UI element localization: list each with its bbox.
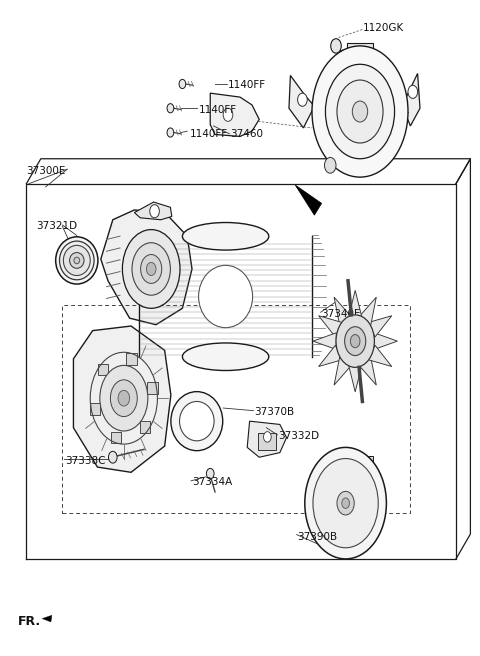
Polygon shape <box>368 316 392 337</box>
Polygon shape <box>359 297 376 325</box>
Polygon shape <box>348 291 362 318</box>
Polygon shape <box>295 185 322 215</box>
Circle shape <box>167 104 174 113</box>
Polygon shape <box>210 93 259 136</box>
Polygon shape <box>134 202 172 220</box>
Circle shape <box>223 108 233 121</box>
Text: 37460: 37460 <box>230 129 264 139</box>
Text: 37340E: 37340E <box>322 308 361 319</box>
Ellipse shape <box>199 265 252 328</box>
Ellipse shape <box>352 520 360 529</box>
Circle shape <box>345 327 366 356</box>
Polygon shape <box>374 333 397 350</box>
Polygon shape <box>319 316 342 337</box>
FancyBboxPatch shape <box>352 49 359 60</box>
Circle shape <box>337 491 354 515</box>
FancyBboxPatch shape <box>140 421 150 433</box>
Text: 37300E: 37300E <box>26 165 66 176</box>
Polygon shape <box>368 345 392 367</box>
Circle shape <box>342 498 349 508</box>
Ellipse shape <box>322 503 330 512</box>
FancyBboxPatch shape <box>147 382 158 394</box>
Text: 37338C: 37338C <box>65 455 105 466</box>
Polygon shape <box>289 75 314 128</box>
Polygon shape <box>348 364 362 392</box>
Circle shape <box>408 85 418 98</box>
Text: 37370B: 37370B <box>254 407 295 417</box>
FancyBboxPatch shape <box>111 432 121 443</box>
Text: 37332D: 37332D <box>278 431 320 441</box>
Polygon shape <box>42 615 52 622</box>
Polygon shape <box>334 297 352 325</box>
Text: FR.: FR. <box>18 615 41 628</box>
Circle shape <box>352 101 368 122</box>
Polygon shape <box>359 357 376 385</box>
Text: 37321D: 37321D <box>36 221 77 232</box>
Ellipse shape <box>74 257 80 264</box>
Polygon shape <box>247 421 287 457</box>
Text: 1120GK: 1120GK <box>362 22 404 33</box>
FancyBboxPatch shape <box>90 403 100 415</box>
Ellipse shape <box>360 506 368 516</box>
Circle shape <box>350 335 360 348</box>
Ellipse shape <box>347 473 354 482</box>
Ellipse shape <box>340 525 348 534</box>
Text: 37334A: 37334A <box>192 477 232 487</box>
Ellipse shape <box>182 222 269 250</box>
Circle shape <box>118 390 130 406</box>
Circle shape <box>108 451 117 463</box>
Ellipse shape <box>70 253 84 268</box>
Circle shape <box>167 128 174 137</box>
Circle shape <box>331 39 341 53</box>
Circle shape <box>312 46 408 177</box>
Circle shape <box>264 432 271 442</box>
Polygon shape <box>319 345 342 367</box>
Text: 1140FF: 1140FF <box>228 80 266 91</box>
Ellipse shape <box>180 401 214 441</box>
Ellipse shape <box>358 482 365 491</box>
Circle shape <box>324 157 336 173</box>
FancyBboxPatch shape <box>347 43 373 66</box>
FancyBboxPatch shape <box>358 456 373 473</box>
Ellipse shape <box>60 241 94 279</box>
Circle shape <box>336 315 374 367</box>
Circle shape <box>141 255 162 283</box>
Circle shape <box>305 447 386 559</box>
Circle shape <box>298 93 307 106</box>
Circle shape <box>179 79 186 89</box>
Ellipse shape <box>334 475 341 484</box>
Circle shape <box>132 243 170 295</box>
Circle shape <box>100 365 148 431</box>
Text: 1140FF: 1140FF <box>199 105 237 115</box>
Ellipse shape <box>328 518 336 527</box>
Circle shape <box>313 459 378 548</box>
Ellipse shape <box>360 499 368 508</box>
Circle shape <box>150 205 159 218</box>
Circle shape <box>325 64 395 159</box>
Ellipse shape <box>56 237 98 284</box>
Circle shape <box>146 262 156 276</box>
Polygon shape <box>313 333 336 350</box>
Polygon shape <box>101 210 192 325</box>
Polygon shape <box>403 73 420 126</box>
Circle shape <box>206 468 214 479</box>
Text: 1140FF: 1140FF <box>190 129 228 139</box>
Text: 37390B: 37390B <box>298 531 338 542</box>
Polygon shape <box>73 326 171 472</box>
Circle shape <box>122 230 180 308</box>
Ellipse shape <box>182 343 269 371</box>
Circle shape <box>110 380 137 417</box>
FancyBboxPatch shape <box>97 363 108 375</box>
FancyBboxPatch shape <box>258 433 276 450</box>
Circle shape <box>337 80 383 143</box>
Polygon shape <box>334 357 352 385</box>
Ellipse shape <box>171 392 223 451</box>
Ellipse shape <box>325 487 333 496</box>
Ellipse shape <box>63 245 90 276</box>
FancyBboxPatch shape <box>126 353 137 365</box>
